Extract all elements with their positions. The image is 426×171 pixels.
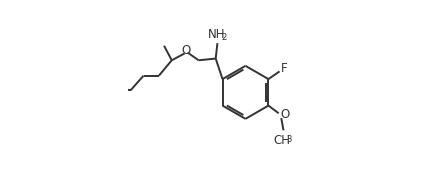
Text: 3: 3 (286, 135, 291, 144)
Text: 2: 2 (221, 33, 227, 42)
Text: F: F (281, 62, 288, 75)
Text: NH: NH (208, 28, 225, 42)
Text: O: O (280, 108, 290, 122)
Text: CH: CH (273, 134, 290, 147)
Text: O: O (181, 44, 191, 57)
